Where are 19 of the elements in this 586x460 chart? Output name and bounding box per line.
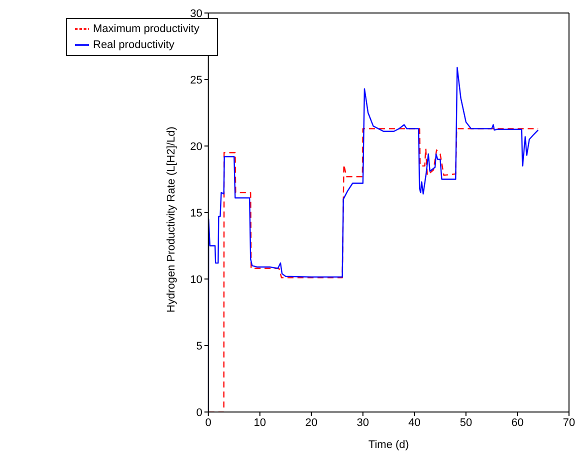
x-tick-label: 70	[562, 416, 576, 429]
x-tick-label: 60	[511, 416, 524, 429]
x-tick-label: 50	[460, 416, 472, 429]
x-axis-title: Time (d)	[368, 439, 409, 451]
y-tick-label: 20	[190, 140, 202, 153]
x-tick-label: 10	[254, 416, 266, 429]
x-tick-label: 20	[305, 416, 318, 429]
y-tick-label: 5	[196, 340, 202, 352]
y-tick-label: 30	[190, 8, 202, 20]
y-tick-label: 10	[190, 274, 202, 286]
x-tick-label: 0	[205, 416, 212, 429]
y-tick-label: 25	[190, 74, 202, 86]
x-tick-label: 40	[408, 416, 421, 429]
x-tick-label: 30	[356, 416, 370, 429]
y-tick-label: 0	[196, 406, 202, 419]
legend-label: Real productivity	[93, 39, 174, 51]
legend-label: Maximum productivity	[93, 23, 200, 35]
y-tick-label: 15	[190, 207, 202, 220]
y-axis-title: Hydrogen Productivity Rate (L[H2]/Ld)	[165, 126, 178, 312]
